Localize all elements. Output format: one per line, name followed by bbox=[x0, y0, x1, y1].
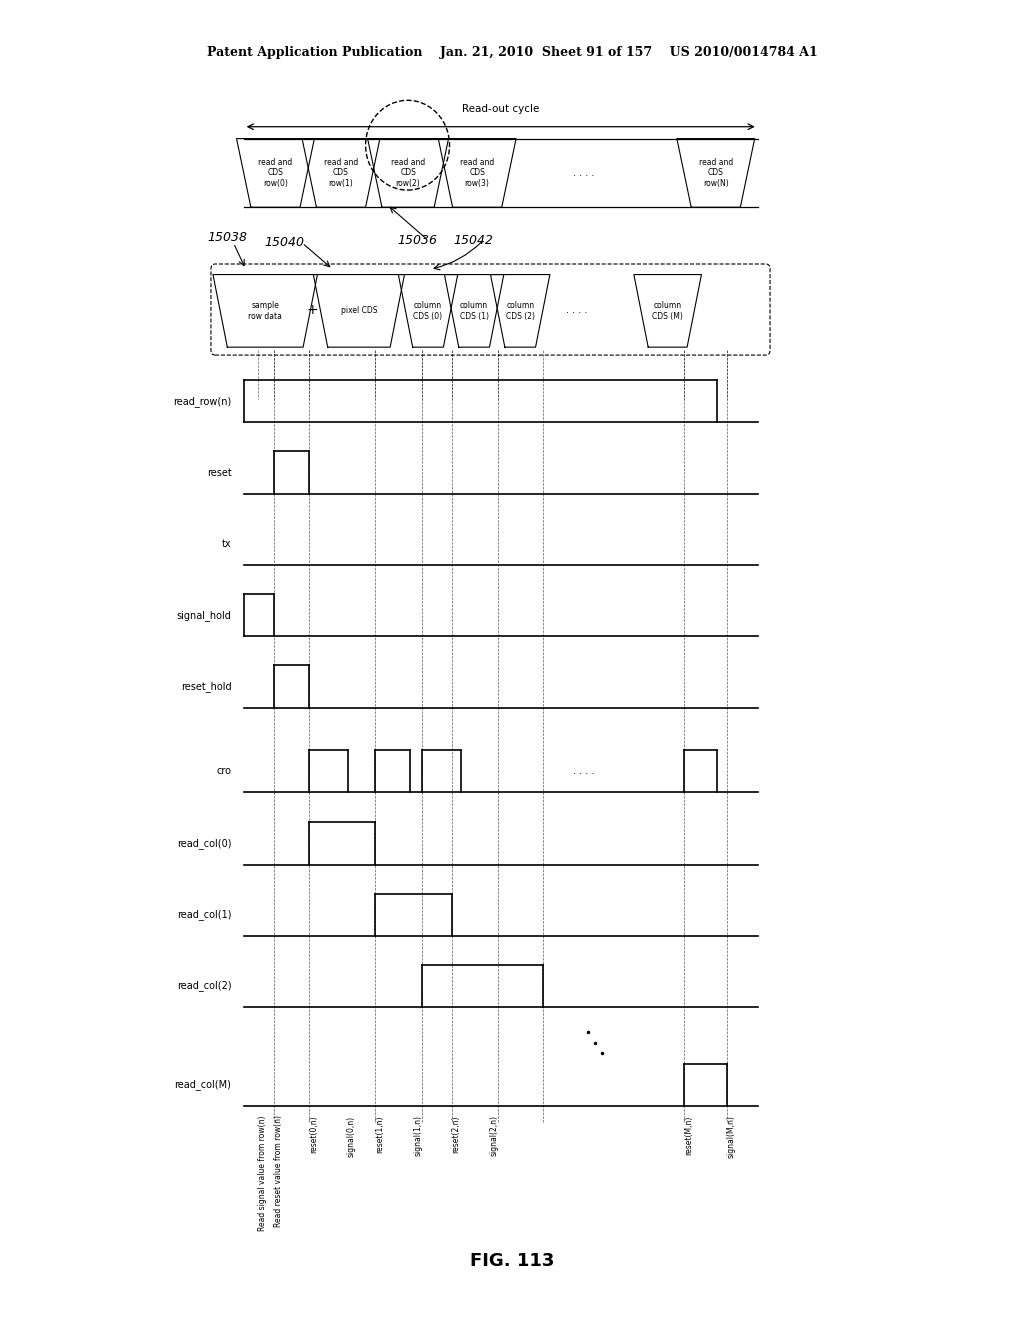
Text: reset(0,n): reset(0,n) bbox=[309, 1115, 318, 1154]
Text: 15036: 15036 bbox=[397, 234, 438, 247]
Text: pixel CDS: pixel CDS bbox=[341, 306, 377, 315]
Text: column
CDS (2): column CDS (2) bbox=[506, 301, 535, 321]
Text: +: + bbox=[306, 304, 318, 317]
Text: column
CDS (M): column CDS (M) bbox=[652, 301, 683, 321]
Text: signal(2,n): signal(2,n) bbox=[489, 1115, 499, 1156]
Text: read and
CDS
row(0): read and CDS row(0) bbox=[258, 158, 293, 187]
Text: . . . .: . . . . bbox=[566, 305, 587, 315]
Text: column
CDS (0): column CDS (0) bbox=[414, 301, 442, 321]
Text: reset_hold: reset_hold bbox=[181, 681, 231, 692]
Text: signal(M,n): signal(M,n) bbox=[727, 1115, 736, 1158]
Text: reset: reset bbox=[207, 467, 231, 478]
Text: read and
CDS
row(2): read and CDS row(2) bbox=[391, 158, 425, 187]
Text: read and
CDS
row(N): read and CDS row(N) bbox=[698, 158, 733, 187]
Text: column
CDS (1): column CDS (1) bbox=[460, 301, 488, 321]
Text: signal(0,n): signal(0,n) bbox=[346, 1115, 355, 1156]
Text: Patent Application Publication    Jan. 21, 2010  Sheet 91 of 157    US 2010/0014: Patent Application Publication Jan. 21, … bbox=[207, 46, 817, 59]
Text: FIG. 113: FIG. 113 bbox=[470, 1251, 554, 1270]
Text: reset(M,n): reset(M,n) bbox=[684, 1115, 693, 1155]
Text: sample
row data: sample row data bbox=[248, 301, 283, 321]
Text: signal(1,n): signal(1,n) bbox=[414, 1115, 423, 1156]
Text: . . . .: . . . . bbox=[573, 168, 594, 178]
Text: read and
CDS
row(3): read and CDS row(3) bbox=[460, 158, 495, 187]
Text: reset(2,n): reset(2,n) bbox=[452, 1115, 461, 1152]
Text: 15038: 15038 bbox=[207, 231, 248, 244]
Text: tx: tx bbox=[222, 539, 231, 549]
Text: Read reset value from row(n): Read reset value from row(n) bbox=[274, 1115, 284, 1228]
Text: read_col(0): read_col(0) bbox=[177, 838, 231, 849]
Text: Read signal value from row(n): Read signal value from row(n) bbox=[258, 1115, 267, 1230]
Text: signal_hold: signal_hold bbox=[176, 610, 231, 620]
Text: 15040: 15040 bbox=[264, 236, 305, 249]
Text: read_col(M): read_col(M) bbox=[174, 1080, 231, 1090]
Text: read_col(1): read_col(1) bbox=[177, 909, 231, 920]
Text: . . . .: . . . . bbox=[573, 766, 594, 776]
Text: read and
CDS
row(1): read and CDS row(1) bbox=[324, 158, 358, 187]
Text: reset(1,n): reset(1,n) bbox=[375, 1115, 384, 1152]
Text: read_row(n): read_row(n) bbox=[173, 396, 231, 407]
Text: 15042: 15042 bbox=[453, 234, 494, 247]
Text: read_col(2): read_col(2) bbox=[177, 981, 231, 991]
Text: cro: cro bbox=[216, 766, 231, 776]
Text: Read-out cycle: Read-out cycle bbox=[462, 103, 540, 114]
